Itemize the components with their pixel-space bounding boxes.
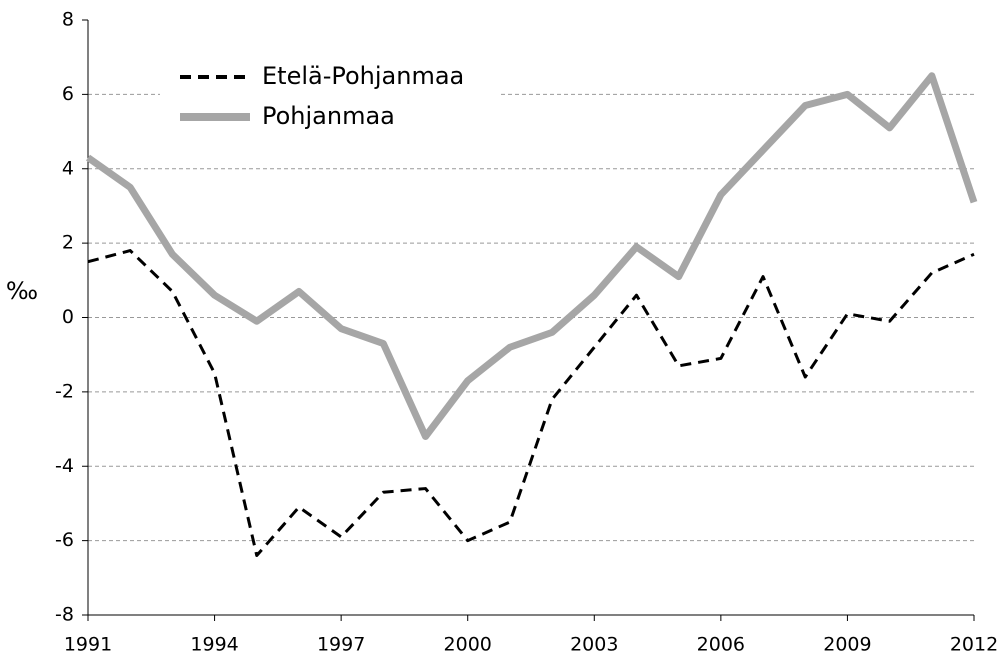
x-tick-label: 2003 — [570, 634, 618, 656]
x-tick-label: 2009 — [823, 634, 871, 656]
x-tick-label: 2006 — [697, 634, 745, 656]
x-tick-label: 1997 — [317, 634, 365, 656]
series-line — [85, 72, 978, 440]
x-tick-label: 2000 — [444, 634, 492, 656]
y-tick-label: 0 — [62, 306, 74, 328]
y-tick-label: -2 — [55, 380, 74, 402]
x-tick-label: 1991 — [64, 634, 112, 656]
y-tick-label: 6 — [62, 83, 74, 105]
legend-label: Etelä-Pohjanmaa — [262, 62, 464, 90]
x-tick-label: 2012 — [950, 634, 998, 656]
x-tick-label: 1994 — [190, 634, 238, 656]
series-line — [87, 249, 975, 557]
y-tick-label: 2 — [62, 232, 74, 254]
y-tick-label: -4 — [55, 455, 74, 477]
legend-label: Pohjanmaa — [262, 102, 395, 130]
y-tick-label: 8 — [62, 9, 74, 31]
y-axis-label: ‰ — [6, 277, 38, 305]
y-tick-label: 4 — [62, 157, 74, 179]
y-tick-label: -8 — [55, 604, 74, 626]
legend-box — [160, 55, 500, 140]
y-tick-label: -6 — [55, 529, 74, 551]
